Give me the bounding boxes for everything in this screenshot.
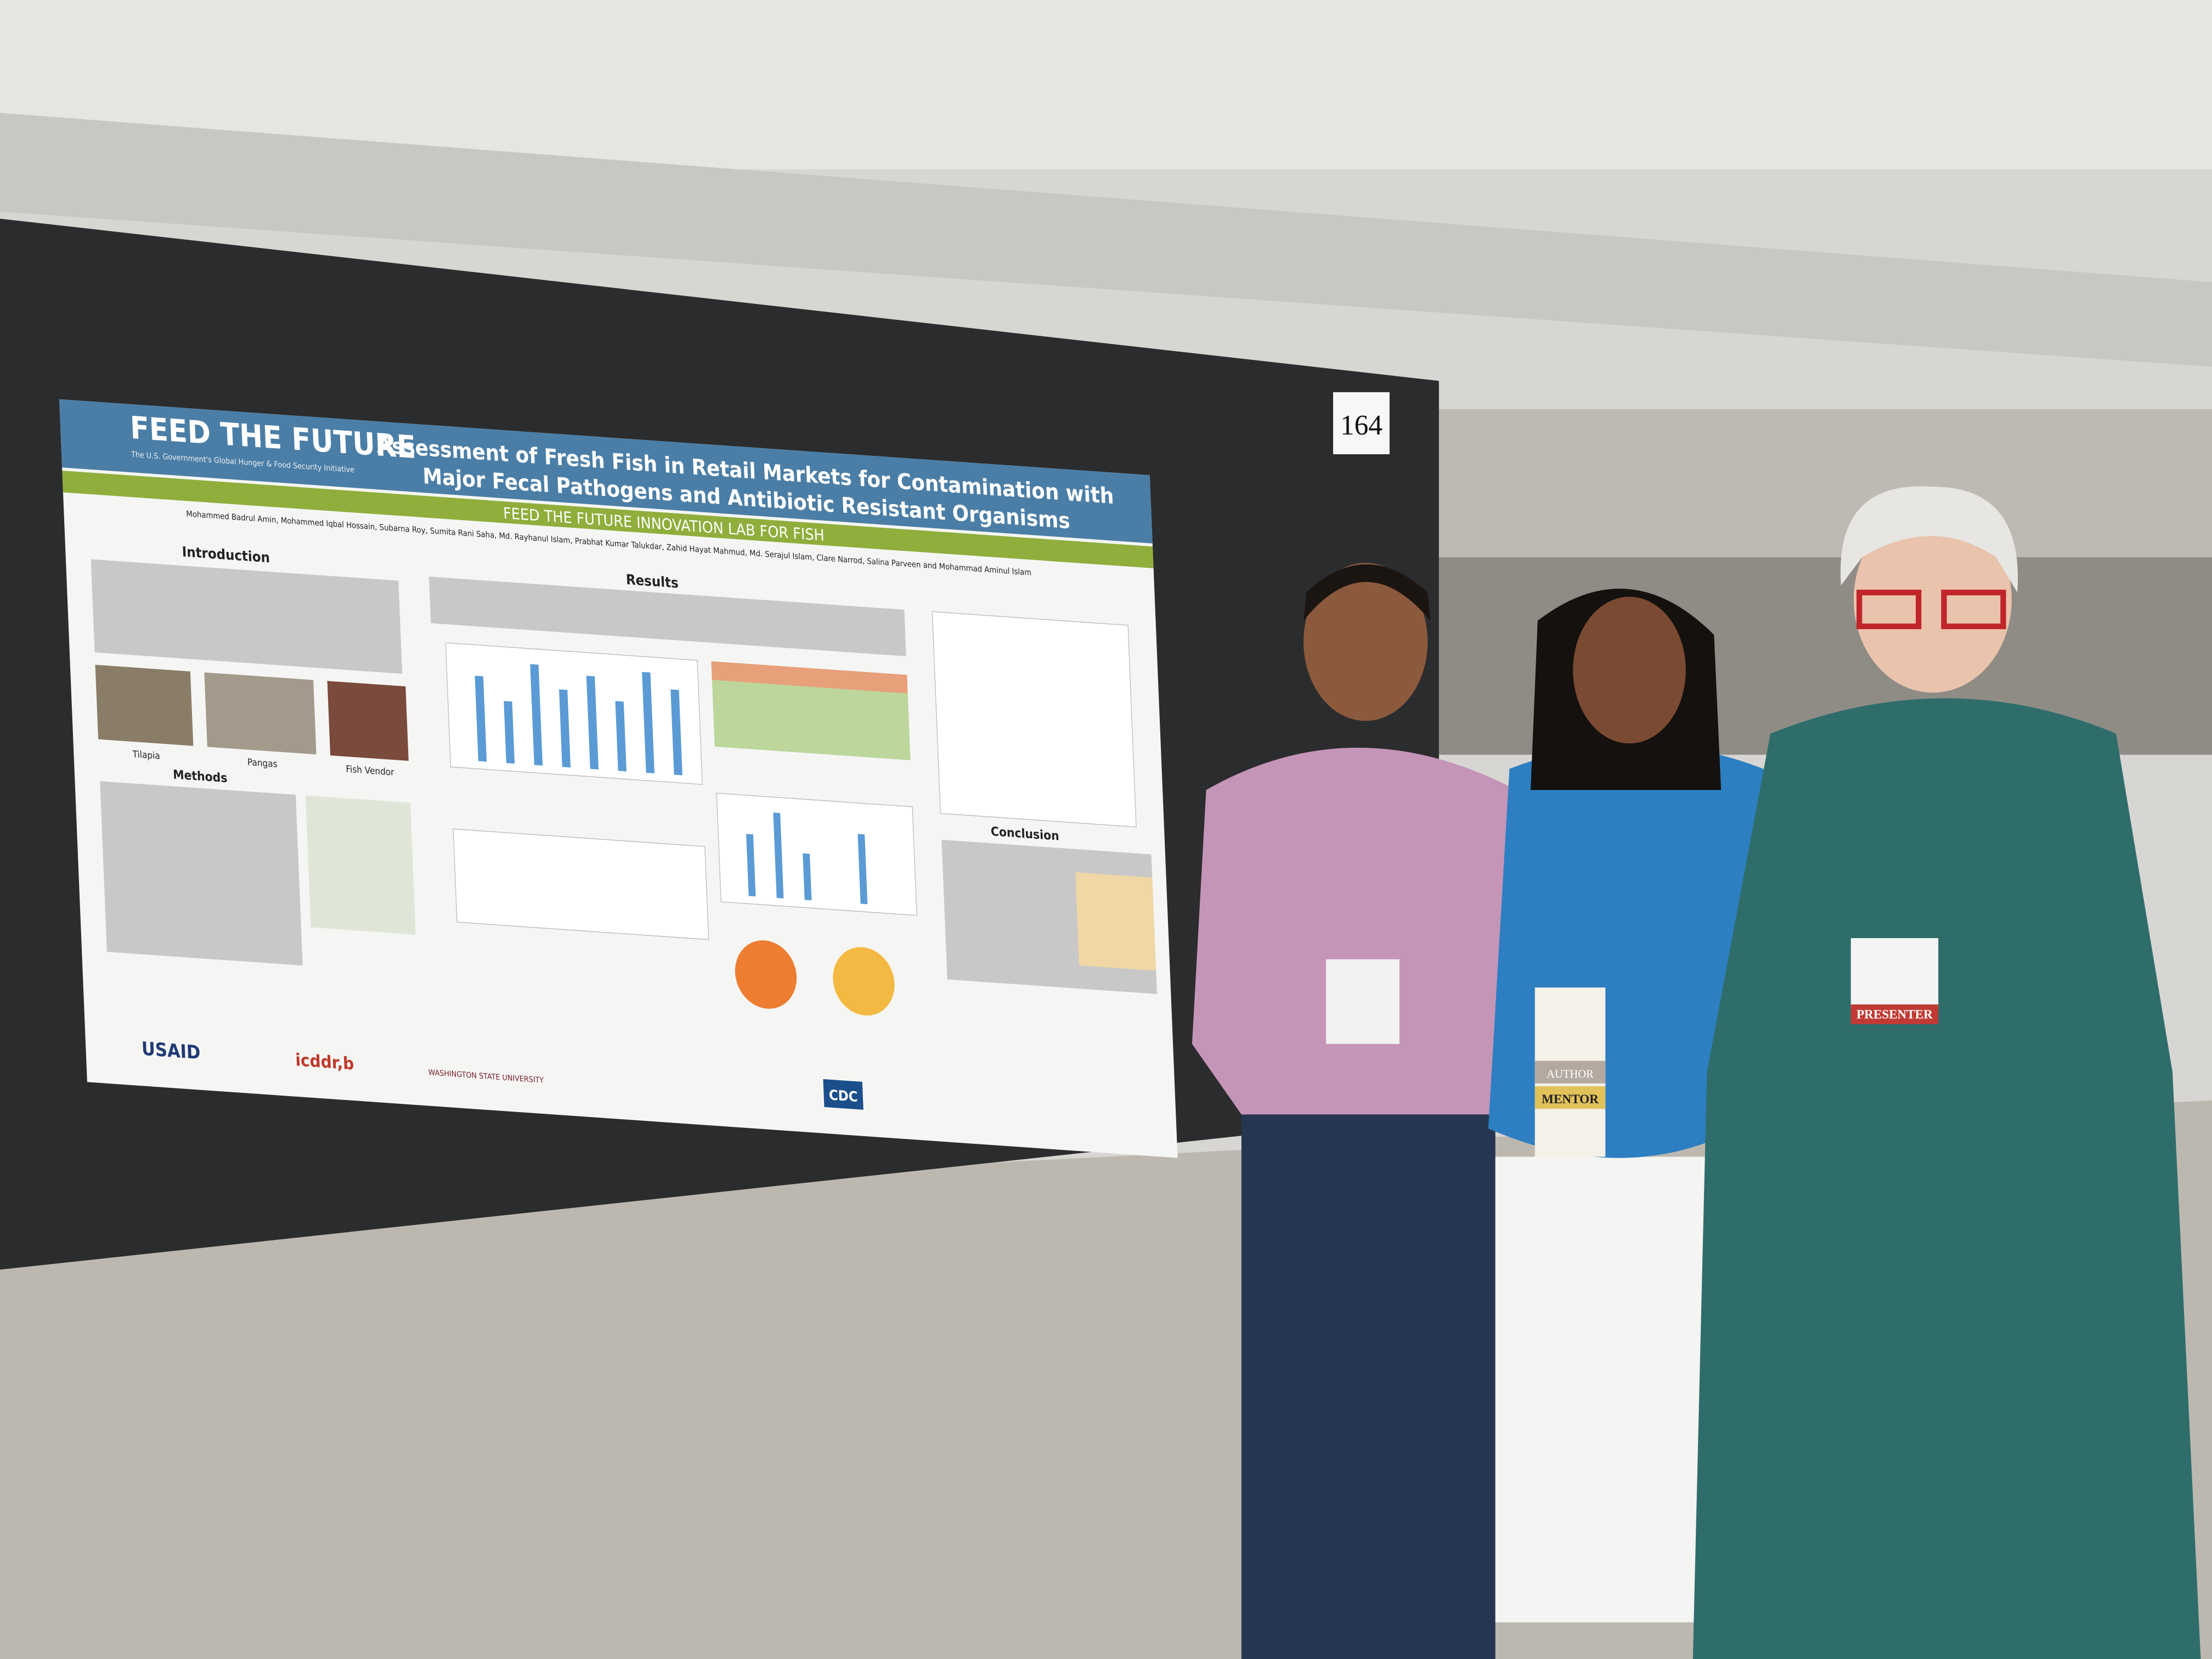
poster-banner	[62, 470, 1154, 568]
face	[1304, 563, 1428, 721]
poster: FEED THE FUTURE The U.S. Government's Gl…	[59, 399, 1178, 1158]
photo-pangas	[204, 672, 317, 755]
logo-icddrb: icddr,b	[295, 1049, 354, 1074]
board-number: 164	[1340, 410, 1383, 441]
upper-wall	[1438, 409, 2212, 565]
hair	[1304, 564, 1431, 621]
glasses	[1941, 589, 2006, 629]
person-right: PRESENTER	[1692, 486, 2201, 1659]
name-badge	[1326, 959, 1400, 1044]
glasses	[1857, 589, 1922, 629]
face	[1853, 506, 2012, 693]
face	[1573, 596, 1686, 744]
photo-caption: Tilapia	[132, 748, 160, 761]
ribbon	[1534, 1060, 1606, 1084]
ribbon	[1534, 1086, 1606, 1109]
hair	[1840, 486, 2018, 592]
result-charts	[445, 611, 1156, 1016]
dress	[1692, 698, 2201, 1659]
badge	[1850, 938, 1939, 1009]
number-card	[1333, 392, 1390, 454]
trousers	[1495, 1156, 1735, 1623]
ribbon-text: AUTHOR	[1547, 1069, 1594, 1081]
shirt	[1192, 747, 1552, 1115]
trousers	[1241, 1072, 1496, 1659]
logo-usaid: USAID	[141, 1037, 201, 1063]
ribbon-text: PRESENTER	[1857, 1008, 1933, 1022]
photo-caption: Pangas	[247, 757, 277, 770]
ribbon-text: MENTOR	[1542, 1092, 1599, 1107]
section-heading: Results	[625, 571, 679, 591]
photo-tilapia	[95, 664, 194, 746]
cdc-box	[823, 1079, 864, 1110]
photo-vendor	[327, 681, 409, 761]
logo-cdc: CDC	[828, 1086, 858, 1105]
body-text	[91, 559, 1157, 994]
map	[305, 795, 416, 935]
poster-header	[59, 399, 1153, 544]
balcony	[0, 112, 2212, 367]
ribbon	[1850, 1004, 1939, 1024]
person-left	[1192, 563, 1552, 1659]
